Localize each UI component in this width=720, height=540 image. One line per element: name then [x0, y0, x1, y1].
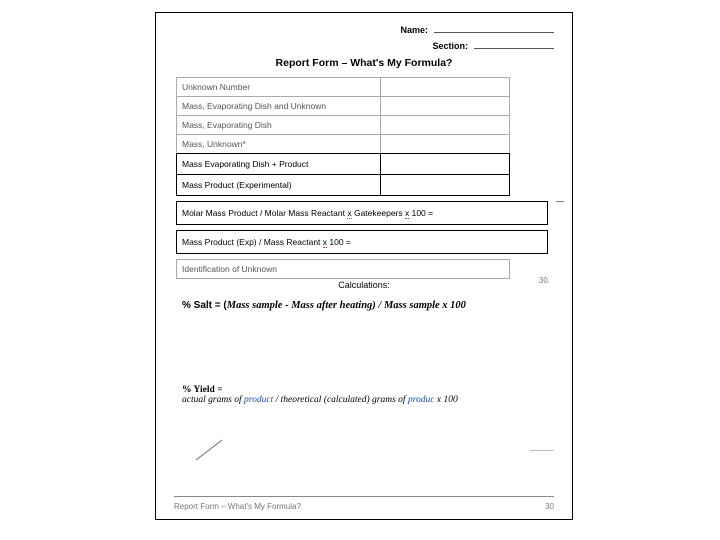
cell-label: Mass Evaporating Dish + Product [177, 154, 381, 175]
cell-formula: Mass Product (Exp) / Mass Reactant x 100… [177, 231, 548, 254]
table-identification: Identification of Unknown [176, 259, 510, 279]
text-part: Molar Mass Product / Molar Mass Reactant [182, 208, 347, 218]
text-italic: Mass sample - Mass after heating) / Mass… [227, 300, 466, 311]
page-footer: Report Form – What's My Formula? 30 [174, 502, 554, 511]
table-inputs-light: Unknown Number Mass, Evaporating Dish an… [176, 77, 510, 154]
header-name-row: Name: [174, 23, 554, 35]
table-row: Unknown Number [177, 78, 510, 97]
wide-table-wrap: Mass Product (Exp) / Mass Reactant x 100… [174, 230, 554, 254]
table-formula-wide: Mass Product (Exp) / Mass Reactant x 100… [176, 230, 548, 254]
page-side-note: 30. [539, 276, 550, 285]
text-part: Gatekeepers [352, 208, 405, 218]
header-section-row: Section: [174, 39, 554, 51]
yield-heading: % Yield = [182, 385, 554, 395]
name-blank-line [434, 23, 554, 33]
cell-label: Mass, Unknown* [177, 135, 381, 154]
cell-label: Mass, Evaporating Dish and Unknown [177, 97, 381, 116]
text-italic: actual grams of [182, 395, 244, 405]
yield-formula-line: actual grams of product / theoretical (c… [182, 395, 554, 405]
table-row: Mass, Evaporating Dish and Unknown [177, 97, 510, 116]
table-row: Mass Product (Exp) / Mass Reactant x 100… [177, 231, 548, 254]
text-part: Mass Product (Exp) / Mass Reactant [182, 237, 323, 247]
text-italic: x 100 [435, 395, 458, 405]
text-part: 100 = [409, 208, 433, 218]
table-row: Molar Mass Product / Molar Mass Reactant… [177, 202, 548, 225]
worksheet-page: Name: Section: Report Form – What's My F… [155, 12, 573, 520]
footer-page-number: 30 [545, 502, 554, 511]
line-stub-icon [530, 450, 554, 451]
percent-yield-block: % Yield = actual grams of product / theo… [182, 385, 554, 405]
cell-value [381, 97, 510, 116]
text-link-style: product [244, 395, 273, 405]
calculations-label: Calculations: [174, 280, 554, 290]
scribble-mark-icon [192, 436, 232, 464]
cell-label: Mass, Evaporating Dish [177, 116, 381, 135]
cell-value [381, 78, 510, 97]
text-link-style: produc [408, 395, 435, 405]
cell-label: Identification of Unknown [177, 260, 510, 279]
cell-label: Mass Product (Experimental) [177, 175, 381, 196]
cell-value [381, 135, 510, 154]
cell-value [381, 154, 510, 175]
report-title: Report Form – What's My Formula? [174, 57, 554, 69]
table-formula-wide: Molar Mass Product / Molar Mass Reactant… [176, 201, 548, 225]
cell-value [381, 175, 510, 196]
line-stub-icon [556, 201, 564, 202]
wide-table-wrap: Molar Mass Product / Molar Mass Reactant… [174, 201, 554, 225]
text-italic: / theoretical (calculated) grams of [273, 395, 408, 405]
cell-formula: Molar Mass Product / Molar Mass Reactant… [177, 202, 548, 225]
section-blank-line [474, 39, 554, 49]
table-row: Mass, Evaporating Dish [177, 116, 510, 135]
table-product-heavy: Mass Evaporating Dish + Product Mass Pro… [176, 153, 510, 196]
table-row: Mass Evaporating Dish + Product [177, 154, 510, 175]
section-label: Section: [432, 41, 468, 51]
text-bold: % Salt = ( [182, 300, 227, 311]
percent-salt-formula: % Salt = (Mass sample - Mass after heati… [182, 300, 554, 311]
table-row: Mass, Unknown* [177, 135, 510, 154]
text-part: 100 = [327, 237, 351, 247]
table-row: Identification of Unknown [177, 260, 510, 279]
cell-label: Unknown Number [177, 78, 381, 97]
footer-left: Report Form – What's My Formula? [174, 502, 301, 511]
table-row: Mass Product (Experimental) [177, 175, 510, 196]
footer-rule [174, 496, 554, 497]
name-label: Name: [400, 25, 428, 35]
cell-value [381, 116, 510, 135]
